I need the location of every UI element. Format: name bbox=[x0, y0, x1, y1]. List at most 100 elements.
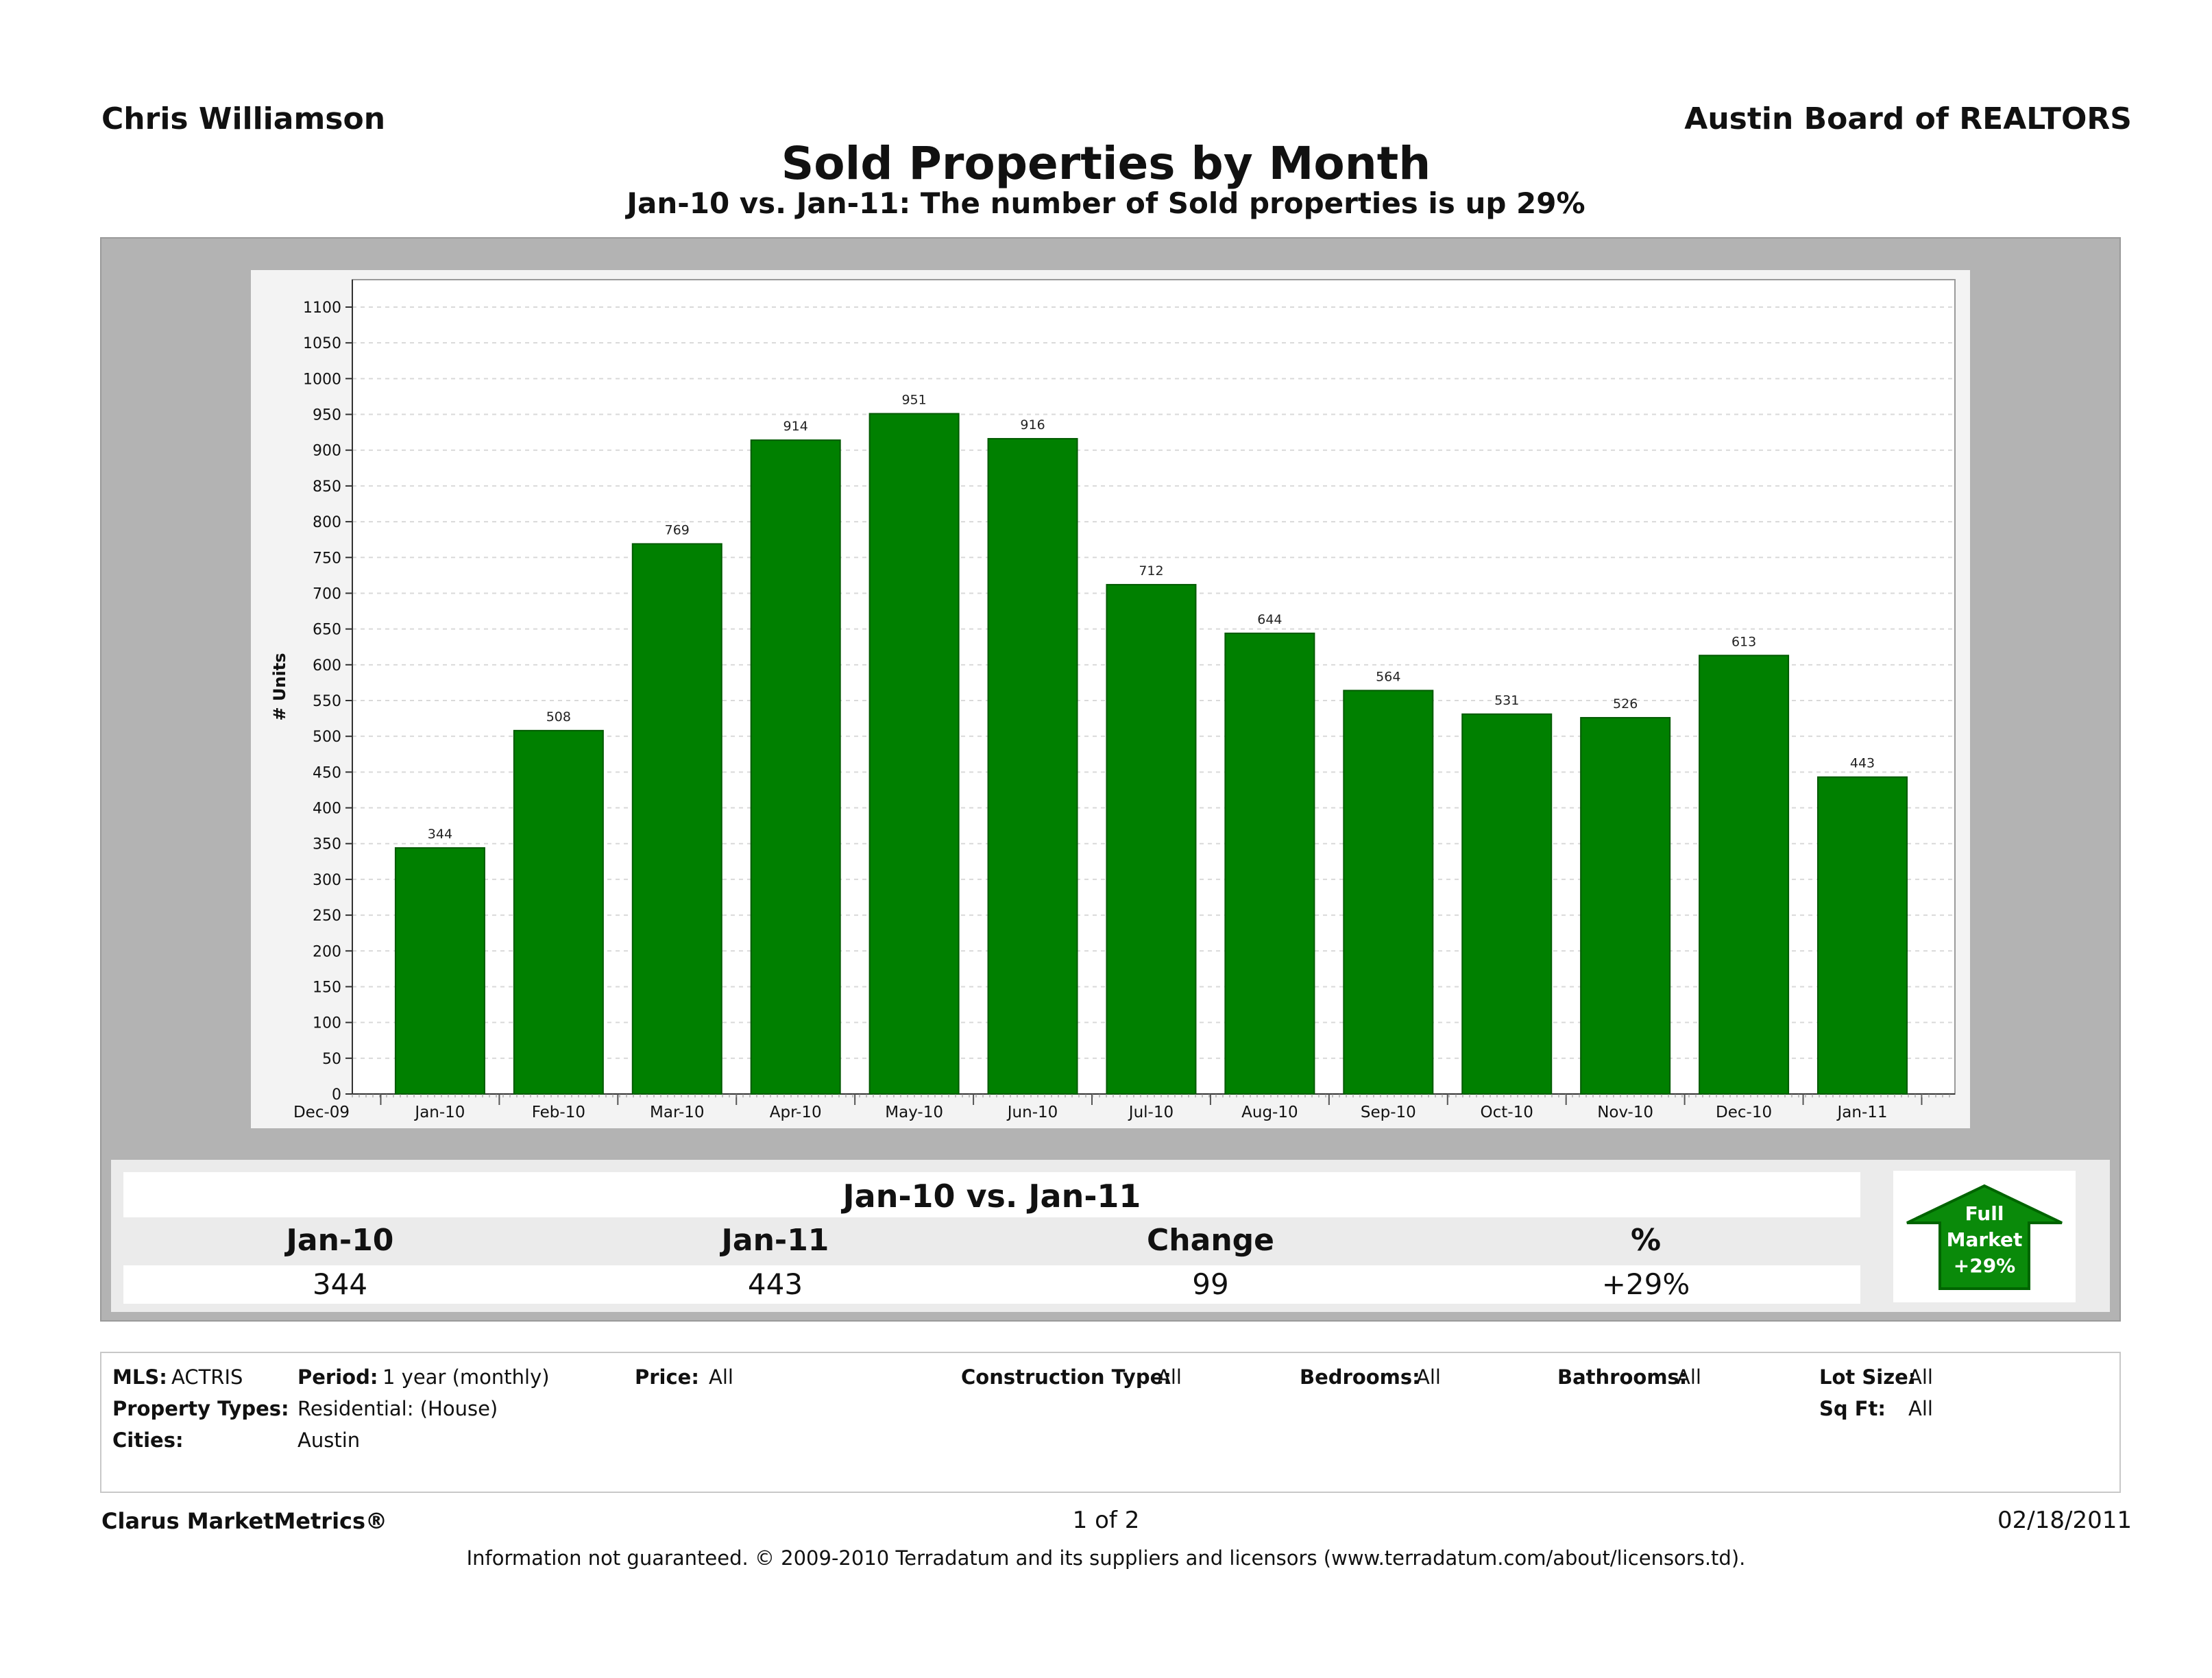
summary-heading: Jan-10 vs. Jan-11 bbox=[123, 1172, 1860, 1217]
page-number: 1 of 2 bbox=[1072, 1507, 1140, 1534]
bar bbox=[1106, 583, 1197, 1095]
summary-value-percent: +29% bbox=[1601, 1267, 1690, 1301]
bathrooms-label: Bathrooms: bbox=[1557, 1365, 1688, 1389]
x-tick-label: Jun-10 bbox=[1006, 1104, 1058, 1121]
x-tick-label: Mar-10 bbox=[650, 1104, 705, 1121]
y-axis-label: # Units bbox=[270, 653, 289, 720]
y-tick-label: 1050 bbox=[303, 335, 341, 352]
report-date: 02/18/2011 bbox=[1997, 1507, 2132, 1534]
badge-line-3: +29% bbox=[1954, 1254, 2015, 1277]
brand-name: Clarus MarketMetrics® bbox=[101, 1508, 388, 1534]
lot-size-value: All bbox=[1908, 1365, 1933, 1389]
x-tick-label: Oct-10 bbox=[1481, 1104, 1533, 1121]
bar-value-label: 914 bbox=[783, 419, 808, 434]
summary-values-row bbox=[123, 1265, 1860, 1304]
y-tick-label: 0 bbox=[332, 1086, 341, 1104]
x-tick-label: Feb-10 bbox=[532, 1104, 585, 1121]
bar-value-label: 951 bbox=[901, 393, 926, 408]
y-tick-label: 700 bbox=[313, 585, 341, 603]
y-tick-label: 50 bbox=[322, 1051, 341, 1068]
filter-criteria-panel: MLS: ACTRIS Period: 1 year (monthly) Pri… bbox=[100, 1352, 2121, 1493]
x-tick-label: Dec-10 bbox=[1716, 1104, 1772, 1121]
disclaimer: Information not guaranteed. © 2009-2010 … bbox=[466, 1546, 1746, 1570]
bedrooms-label: Bedrooms: bbox=[1300, 1365, 1420, 1389]
summary-label-jan-10: Jan-10 bbox=[286, 1223, 394, 1258]
badge-line-2: Market bbox=[1947, 1228, 2023, 1251]
y-tick-label: 100 bbox=[313, 1015, 341, 1032]
cities-label: Cities: bbox=[112, 1428, 184, 1452]
sq-ft-label: Sq Ft: bbox=[1819, 1397, 1886, 1420]
bar bbox=[394, 847, 485, 1095]
y-tick-label: 550 bbox=[313, 693, 341, 710]
summary-value-change: 99 bbox=[1192, 1267, 1229, 1301]
x-tick-label: Nov-10 bbox=[1597, 1104, 1653, 1121]
bar-value-label: 526 bbox=[1613, 696, 1638, 712]
summary-value-jan-10: 344 bbox=[312, 1267, 368, 1301]
chart-subtitle: Jan-10 vs. Jan-11: The number of Sold pr… bbox=[627, 186, 1585, 220]
bedrooms-value: All bbox=[1416, 1365, 1441, 1389]
x-tick-label: Jan-11 bbox=[1836, 1104, 1887, 1121]
y-tick-label: 650 bbox=[313, 622, 341, 639]
bar-value-label: 644 bbox=[1257, 612, 1282, 627]
y-tick-label: 950 bbox=[313, 407, 341, 424]
bar-value-label: 344 bbox=[428, 827, 452, 842]
y-tick-label: 350 bbox=[313, 836, 341, 853]
bar-value-label: 531 bbox=[1494, 693, 1519, 708]
construction-type-label: Construction Type: bbox=[961, 1365, 1171, 1389]
bathrooms-value: All bbox=[1677, 1365, 1701, 1389]
full-market-badge-graphic: Full Market +29% bbox=[1906, 1184, 2063, 1290]
y-tick-label: 450 bbox=[313, 764, 341, 781]
bar bbox=[1461, 713, 1553, 1095]
construction-type-value: All bbox=[1157, 1365, 1182, 1389]
y-tick-label: 1100 bbox=[303, 300, 341, 317]
up-arrow-icon bbox=[1906, 1184, 2063, 1290]
y-tick-label: 150 bbox=[313, 979, 341, 996]
y-tick-label: 850 bbox=[313, 478, 341, 496]
x-tick-label: Sep-10 bbox=[1361, 1104, 1416, 1121]
y-tick-label: 800 bbox=[313, 514, 341, 531]
x-tick-label: Jan-10 bbox=[413, 1104, 465, 1121]
period-value: 1 year (monthly) bbox=[382, 1365, 550, 1389]
summary-label-change: Change bbox=[1147, 1223, 1274, 1258]
bar-value-label: 712 bbox=[1139, 563, 1163, 579]
bar bbox=[750, 439, 841, 1095]
property-types-value: Residential: (House) bbox=[297, 1397, 498, 1420]
bar bbox=[868, 413, 960, 1095]
bar-value-label: 769 bbox=[665, 522, 690, 537]
bar-value-label: 443 bbox=[1850, 756, 1875, 771]
bar bbox=[1580, 717, 1671, 1095]
y-tick-label: 600 bbox=[313, 657, 341, 674]
property-types-label: Property Types: bbox=[112, 1397, 289, 1420]
sq-ft-value: All bbox=[1908, 1397, 1933, 1420]
x-tick-label: Aug-10 bbox=[1241, 1104, 1298, 1121]
x-tick-label: Apr-10 bbox=[770, 1104, 822, 1121]
y-tick-label: 900 bbox=[313, 443, 341, 460]
y-tick-label: 200 bbox=[313, 943, 341, 960]
organization-name: Austin Board of REALTORS bbox=[1684, 101, 2132, 136]
summary-label-percent: % bbox=[1630, 1223, 1662, 1258]
bar bbox=[1343, 690, 1434, 1095]
bar bbox=[513, 729, 604, 1095]
badge-line-1: Full bbox=[1965, 1202, 2004, 1225]
bar-chart: 0 50 100 150 200 250 300 350 400 450 500 550 600 650 7… bbox=[270, 279, 1956, 1121]
summary-value-jan-11: 443 bbox=[747, 1267, 803, 1301]
summary-label-jan-11: Jan-11 bbox=[721, 1223, 829, 1258]
bar bbox=[987, 438, 1078, 1095]
x-tick-label: Jul-10 bbox=[1128, 1104, 1174, 1121]
agent-name: Chris Williamson bbox=[101, 101, 386, 136]
x-tick-label: May-10 bbox=[885, 1104, 943, 1121]
price-value: All bbox=[709, 1365, 733, 1389]
chart-title: Sold Properties by Month bbox=[781, 137, 1431, 190]
y-tick-label: 1000 bbox=[303, 371, 341, 388]
bar-value-label: 613 bbox=[1731, 634, 1756, 649]
cities-value: Austin bbox=[297, 1428, 361, 1452]
bar bbox=[1817, 776, 1908, 1095]
mls-label: MLS: bbox=[112, 1365, 167, 1389]
lot-size-label: Lot Size: bbox=[1819, 1365, 1917, 1389]
bar-value-label: 508 bbox=[546, 709, 571, 725]
bar bbox=[631, 543, 722, 1095]
period-label: Period: bbox=[297, 1365, 378, 1389]
bar-value-label: 564 bbox=[1376, 669, 1400, 684]
bar bbox=[1699, 655, 1790, 1095]
y-tick-label: 300 bbox=[313, 872, 341, 889]
